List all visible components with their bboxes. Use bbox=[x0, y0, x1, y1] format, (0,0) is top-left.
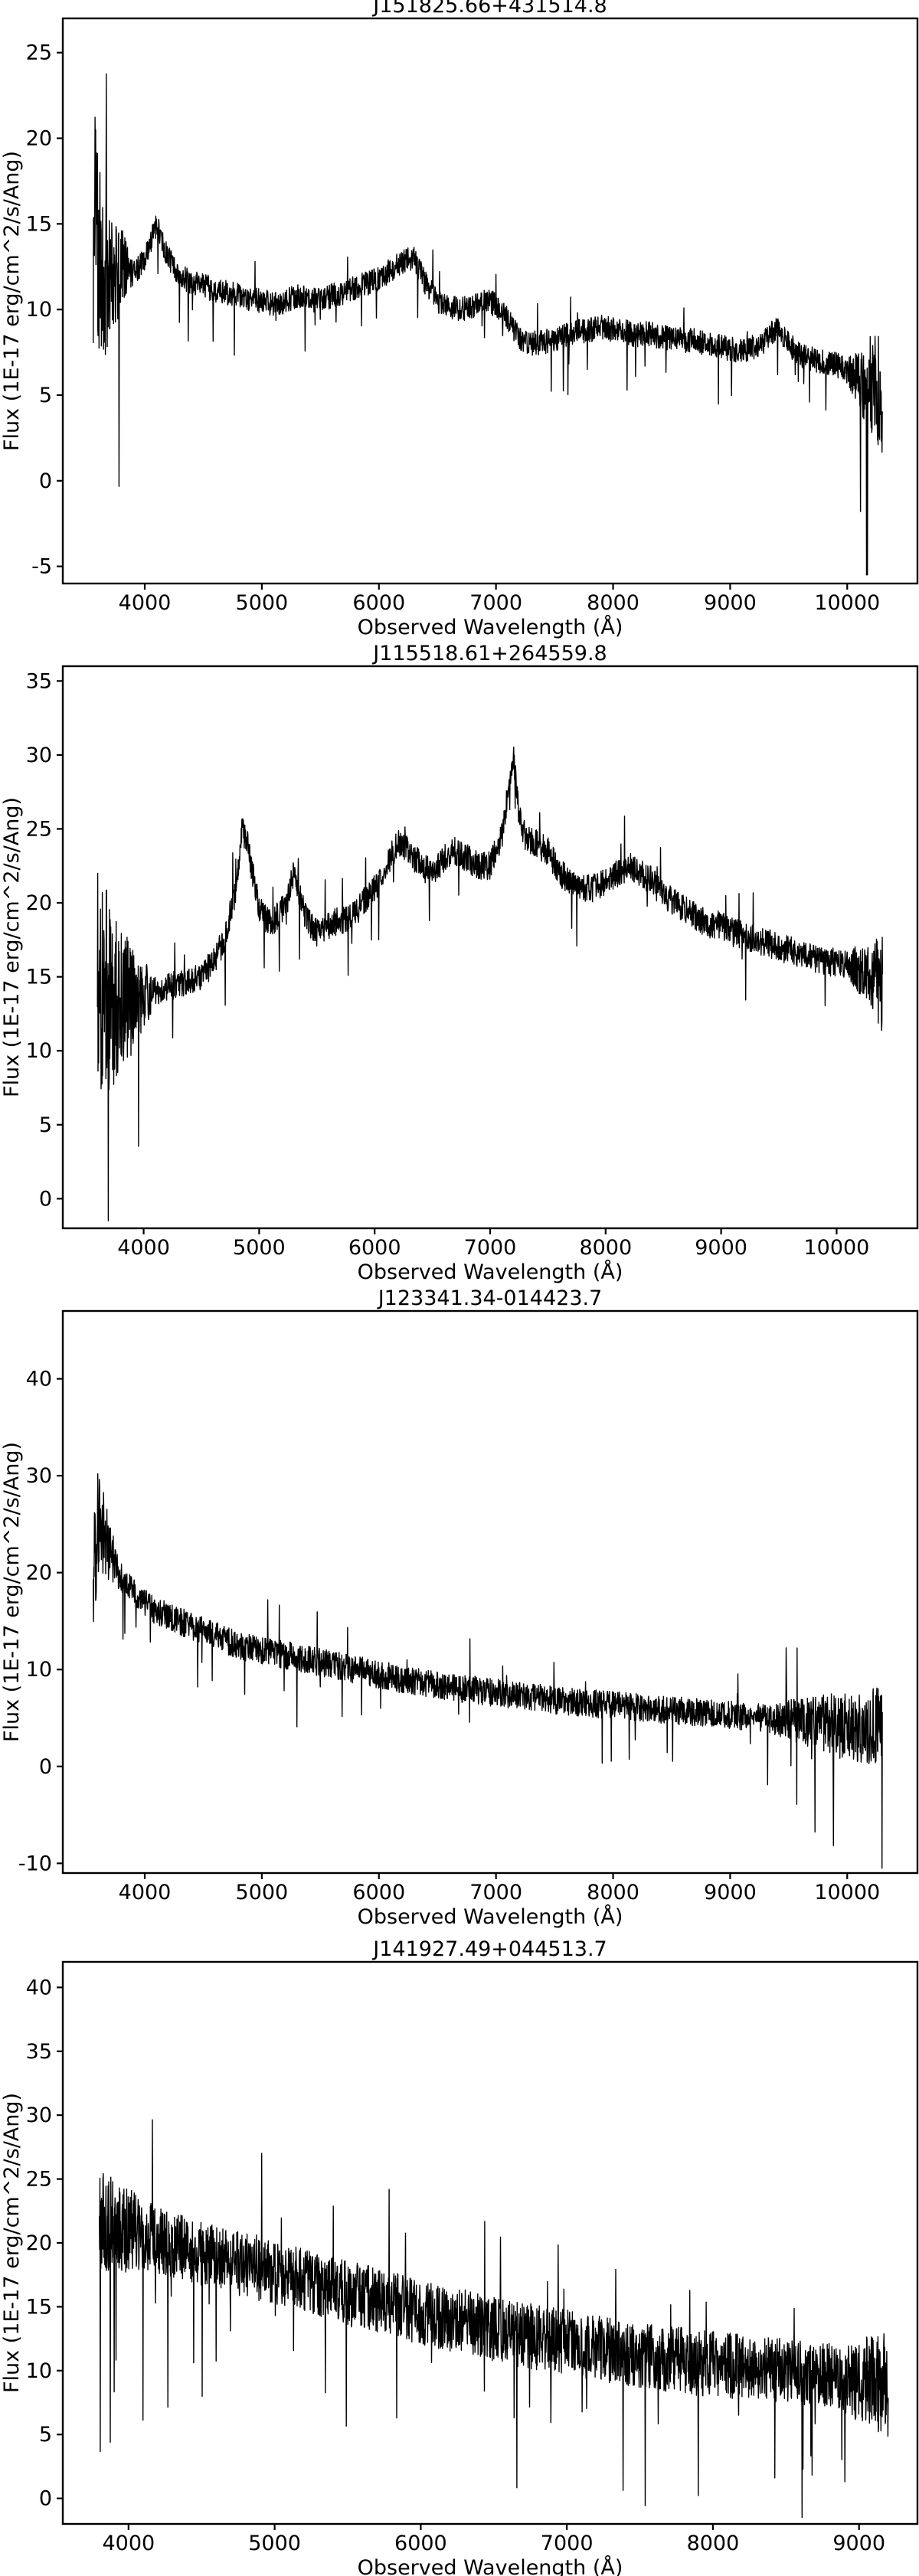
x-tick-label: 5000 bbox=[236, 1881, 289, 1904]
axes-frame bbox=[61, 1309, 919, 1875]
x-axis-title: Observed Wavelength (Å) bbox=[358, 1260, 623, 1284]
y-tick-label: -5 bbox=[31, 555, 52, 579]
y-tick-label: 5 bbox=[39, 384, 52, 407]
spectrum-panel-1: 4000 5000 6000 7000 8000 9000 10000 -5 0 5 10 15 20 2… bbox=[0, 0, 919, 639]
x-tick-label: 6000 bbox=[352, 591, 405, 615]
y-tick-label: 10 bbox=[26, 1658, 52, 1682]
x-tick-label: 6000 bbox=[352, 1881, 405, 1904]
x-tick-label: 4000 bbox=[117, 1236, 170, 1260]
y-tick-label: 25 bbox=[26, 2168, 52, 2192]
x-tick-label: 7000 bbox=[541, 2532, 594, 2555]
y-tick-label: 20 bbox=[26, 891, 52, 915]
y-tick-label: 5 bbox=[39, 1113, 52, 1137]
x-tick-label: 9000 bbox=[704, 591, 757, 615]
y-tick-label: 20 bbox=[26, 127, 52, 151]
x-tick-label: 8000 bbox=[687, 2532, 740, 2555]
x-tick-label: 5000 bbox=[236, 591, 289, 615]
y-tick-label: 25 bbox=[26, 817, 52, 841]
x-tick-label: 7000 bbox=[469, 1881, 522, 1904]
spectrum-line bbox=[93, 1473, 883, 1869]
y-tick-label: 15 bbox=[26, 2295, 52, 2319]
x-axis-title: Observed Wavelength (Å) bbox=[358, 2555, 623, 2576]
x-tick-label: 4000 bbox=[102, 2532, 155, 2555]
x-tick-label: 8000 bbox=[587, 1881, 639, 1904]
x-tick-label: 6000 bbox=[348, 1236, 401, 1260]
chart-title: J123341.34-014423.7 bbox=[377, 1286, 603, 1310]
x-tick-label: 5000 bbox=[248, 2532, 301, 2555]
y-tick-label: 0 bbox=[39, 1187, 52, 1211]
y-axis-title: Flux (1E-17 erg/cm^2/s/Ang) bbox=[0, 797, 24, 1097]
x-tick-label: 10000 bbox=[814, 1881, 880, 1904]
x-tick-label: 9000 bbox=[704, 1881, 757, 1904]
y-tick-label: 30 bbox=[26, 744, 52, 767]
x-tick-label: 7000 bbox=[464, 1236, 517, 1260]
x-axis-title: Observed Wavelength (Å) bbox=[358, 615, 623, 639]
y-tick-label: 0 bbox=[39, 469, 52, 493]
y-tick-label: 25 bbox=[26, 41, 52, 65]
axes-frame bbox=[61, 17, 919, 585]
spectrum-line bbox=[96, 746, 884, 1222]
x-tick-label: 6000 bbox=[394, 2532, 447, 2555]
spectrum-panel-4: 4000 5000 6000 7000 8000 9000 0 5 10 15 20 25 30 35 40… bbox=[0, 1937, 919, 2576]
x-tick-label: 9000 bbox=[695, 1236, 747, 1260]
y-axis-title: Flux (1E-17 erg/cm^2/s/Ang) bbox=[0, 1442, 24, 1742]
y-tick-label: 10 bbox=[26, 2359, 52, 2383]
y-tick-label: 15 bbox=[26, 966, 52, 989]
x-tick-label: 10000 bbox=[803, 1236, 869, 1260]
y-axis-title: Flux (1E-17 erg/cm^2/s/Ang) bbox=[0, 2093, 24, 2393]
spectrum-panel-3: 4000 5000 6000 7000 8000 9000 10000 -10 0 10 20 30 4… bbox=[0, 1286, 919, 1929]
chart-title: J115518.61+264559.8 bbox=[371, 642, 607, 665]
y-tick-label: 35 bbox=[26, 669, 52, 693]
y-tick-label: 10 bbox=[26, 1039, 52, 1063]
y-tick-label: 20 bbox=[26, 1561, 52, 1585]
y-tick-label: 10 bbox=[26, 298, 52, 322]
chart-title: J151825.66+431514.8 bbox=[371, 0, 607, 18]
x-tick-label: 9000 bbox=[832, 2532, 885, 2555]
y-tick-label: 35 bbox=[26, 2040, 52, 2064]
x-tick-label: 8000 bbox=[587, 591, 639, 615]
y-tick-label: -10 bbox=[18, 1852, 52, 1875]
spectrum-line bbox=[99, 2119, 889, 2519]
y-tick-label: 40 bbox=[26, 1368, 52, 1391]
y-axis-title: Flux (1E-17 erg/cm^2/s/Ang) bbox=[0, 151, 24, 451]
spectrum-line bbox=[92, 73, 883, 576]
y-tick-label: 30 bbox=[26, 2104, 52, 2127]
chart-title: J141927.49+044513.7 bbox=[371, 1937, 607, 1961]
x-tick-label: 7000 bbox=[469, 591, 522, 615]
x-tick-label: 8000 bbox=[579, 1236, 632, 1260]
y-tick-label: 40 bbox=[26, 1976, 52, 1999]
x-tick-label: 4000 bbox=[119, 1881, 172, 1904]
y-tick-label: 20 bbox=[26, 2231, 52, 2255]
x-tick-label: 10000 bbox=[814, 591, 880, 615]
y-tick-label: 5 bbox=[39, 2423, 52, 2447]
x-tick-label: 4000 bbox=[119, 591, 172, 615]
y-tick-label: 0 bbox=[39, 1755, 52, 1779]
y-tick-label: 15 bbox=[26, 212, 52, 236]
y-tick-label: 0 bbox=[39, 2487, 52, 2511]
spectrum-panel-2: 4000 5000 6000 7000 8000 9000 10000 0 5 10 15 20 25 3… bbox=[0, 642, 919, 1284]
x-axis-title: Observed Wavelength (Å) bbox=[358, 1904, 623, 1929]
y-tick-label: 30 bbox=[26, 1464, 52, 1488]
x-tick-label: 5000 bbox=[233, 1236, 286, 1260]
